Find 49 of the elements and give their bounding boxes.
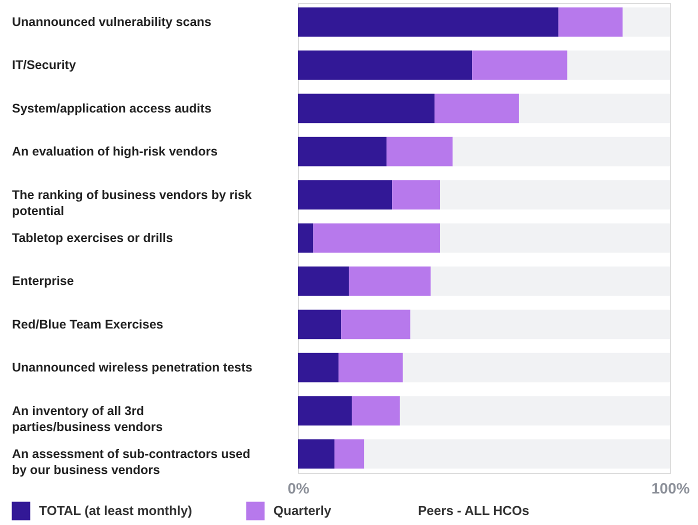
bar [410, 310, 670, 340]
y-tick-label: An assessment of sub-contractors used by our business vendors [12, 446, 250, 477]
y-tick-label: Unannounced vulnerability scans [12, 15, 212, 30]
bar [298, 50, 472, 80]
y-tick-label: An evaluation of high-risk vendors [12, 144, 218, 159]
bar [298, 7, 558, 37]
y-tick-label: Tabletop exercises or drills [12, 231, 173, 245]
bar [392, 180, 440, 210]
bar [440, 180, 670, 210]
bar [402, 352, 670, 382]
bar [434, 94, 519, 124]
legend-label: Quarterly [273, 503, 332, 518]
bar [313, 223, 440, 253]
bar [338, 352, 403, 382]
bar [400, 396, 670, 426]
bar [386, 136, 453, 166]
y-tick-label: IT/Security [12, 58, 76, 72]
bar [348, 266, 431, 296]
bar [430, 266, 670, 296]
bar [452, 136, 670, 166]
bar [298, 396, 352, 426]
bar [298, 223, 314, 253]
bar [334, 439, 364, 469]
y-tick-label: The ranking of business vendors by risk potential [12, 188, 252, 218]
bar [518, 94, 670, 124]
bar [472, 50, 568, 80]
bar [298, 266, 349, 296]
text: Peers - ALL HCOs [418, 503, 530, 518]
bar [440, 223, 670, 253]
y-tick-label: Red/Blue Team Exercises [12, 317, 164, 332]
y-tick-label: Enterprise [12, 274, 74, 288]
bar [352, 396, 400, 426]
bar [298, 94, 435, 124]
bar [298, 439, 334, 469]
bar [341, 310, 410, 340]
x-tick-label: 0% [288, 480, 310, 498]
x-tick-label: 100% [651, 480, 690, 498]
y-tick-label: Unannounced wireless penetration tests [12, 360, 252, 375]
bar [298, 352, 339, 382]
bar [298, 136, 387, 166]
bar [567, 50, 670, 80]
bar [364, 439, 670, 469]
legend-label: TOTAL (at least monthly) [39, 503, 192, 518]
bar [298, 310, 342, 340]
y-tick-label: System/application access audits [12, 101, 212, 116]
bar [558, 7, 623, 37]
bar [298, 180, 392, 210]
y-tick-label: An inventory of all 3rd parties/business vendors [12, 404, 163, 434]
bar [622, 7, 670, 37]
